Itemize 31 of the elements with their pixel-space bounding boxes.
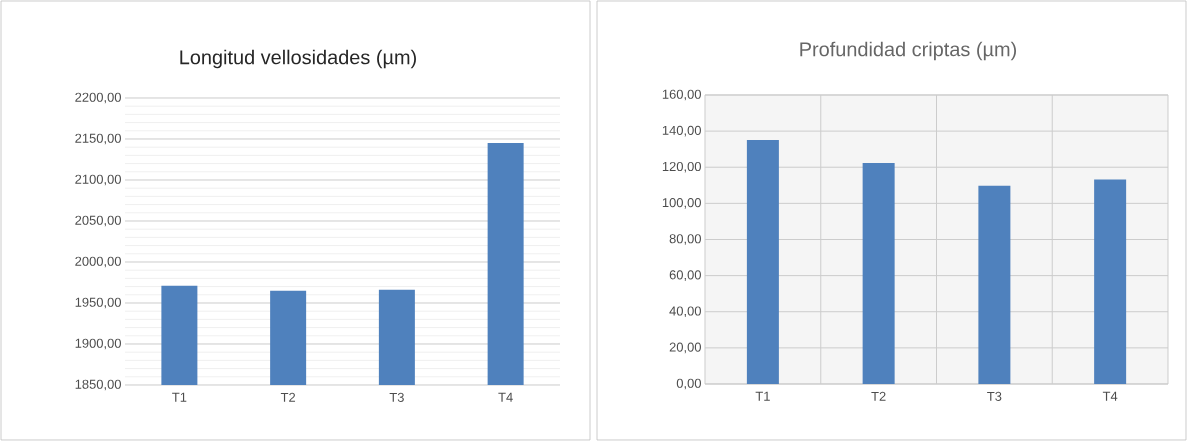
y-tick-label: 140,00 [662, 125, 701, 137]
y-tick-label: 80,00 [669, 234, 701, 245]
chart-title: Longitud vellosidades (µm) [180, 49, 416, 69]
y-tick-label: 1950,00 [75, 297, 121, 309]
bar [978, 185, 1011, 384]
x-tick-label: T2 [280, 392, 296, 402]
y-tick-label: 2050,00 [75, 215, 121, 227]
x-tick-label: T2 [871, 391, 886, 401]
y-tick-label: 2200,00 [75, 92, 121, 104]
y-tick-label: 60,00 [669, 270, 701, 281]
y-tick-label: 2150,00 [75, 133, 121, 145]
y-tick-label: 100,00 [662, 198, 701, 209]
y-tick-label: 40,00 [669, 306, 701, 318]
y-tick-label: 2100,00 [75, 174, 121, 186]
bar [1094, 179, 1127, 384]
x-tick-label: T4 [1102, 391, 1118, 401]
chart-title: Profundidad criptas (µm) [800, 41, 1017, 61]
y-tick-label: 20,00 [669, 342, 701, 354]
x-tick-label: T1 [755, 391, 770, 401]
bar [862, 162, 895, 384]
x-tick-label: T1 [172, 392, 187, 402]
y-tick-label: 1900,00 [75, 338, 121, 350]
x-tick-label: T3 [987, 391, 1002, 401]
y-tick-label: 0,00 [676, 378, 701, 390]
y-tick-label: 160,00 [662, 89, 701, 101]
bar [746, 139, 779, 384]
y-tick-label: 1850,00 [75, 379, 121, 391]
x-tick-label: T3 [389, 392, 404, 402]
y-tick-label: 2000,00 [75, 256, 121, 268]
y-tick-label: 120,00 [662, 161, 701, 173]
x-tick-label: T4 [498, 392, 513, 402]
